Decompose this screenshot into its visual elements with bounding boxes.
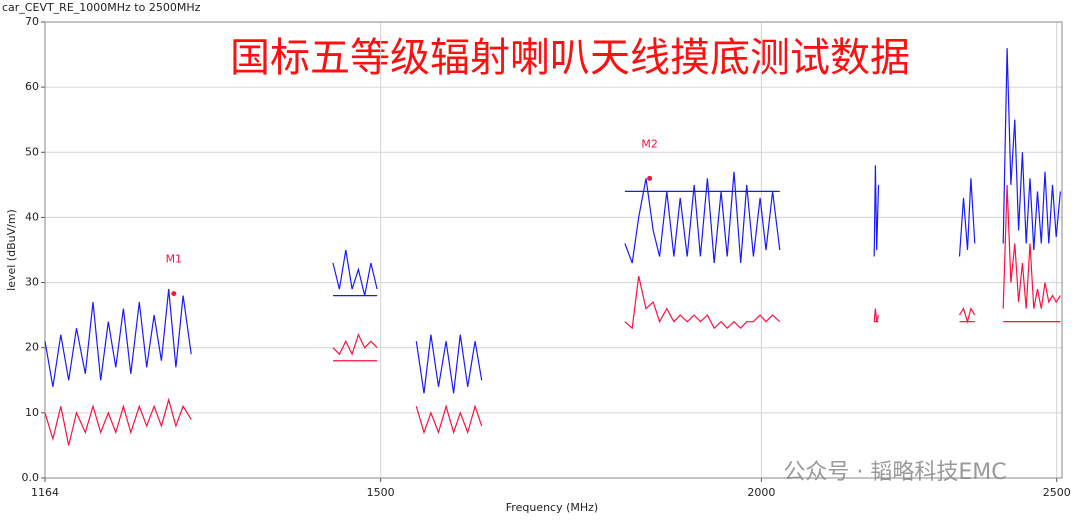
x-tick-label: 1500 (367, 486, 395, 499)
y-tick-label: 50 (25, 145, 39, 158)
marker-label: M1 (166, 253, 183, 266)
y-tick-label: 70 (25, 15, 39, 28)
x-tick-label: 2000 (747, 486, 775, 499)
chart-title: car_CEVT_RE_1000MHz to 2500MHz (2, 1, 201, 14)
x-axis-label: Frequency (MHz) (506, 501, 598, 514)
y-tick-label: 10 (25, 406, 39, 419)
watermark: 公众号 · 韬略科技EMC (783, 460, 1006, 485)
marker (647, 175, 653, 181)
x-tick-label: 2500 (1043, 486, 1071, 499)
data-line (44, 184, 1061, 446)
annotation: 国标五等级辐射喇叭天线摸底测试数据 (230, 35, 910, 81)
y-tick-label: 30 (25, 276, 39, 289)
y-tick-label: 0.0 (22, 471, 40, 484)
plot-frame (44, 21, 1063, 479)
y-tick-label: 60 (25, 80, 39, 93)
y-tick-label: 20 (25, 341, 39, 354)
y-axis-label: level (dBuV/m) (5, 209, 18, 291)
x-tick-label: 1164 (31, 486, 59, 499)
data-line (44, 48, 1061, 394)
marker (171, 291, 177, 297)
y-tick-label: 40 (25, 210, 39, 223)
marker-label: M2 (641, 137, 658, 150)
